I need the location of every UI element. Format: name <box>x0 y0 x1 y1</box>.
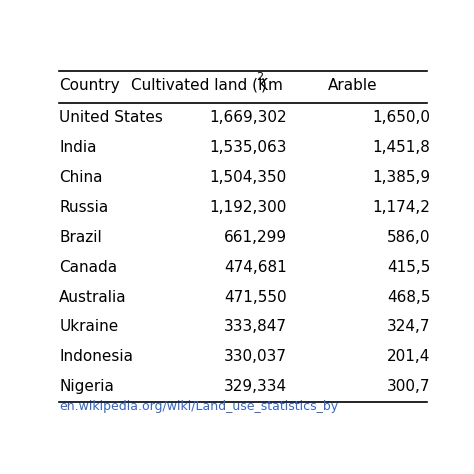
Text: Brazil: Brazil <box>59 230 102 245</box>
Text: Ukraine: Ukraine <box>59 319 118 335</box>
Text: Indonesia: Indonesia <box>59 349 133 365</box>
Text: 1,451,8: 1,451,8 <box>373 140 430 155</box>
Text: 329,334: 329,334 <box>224 379 287 394</box>
Text: 586,0: 586,0 <box>387 230 430 245</box>
Text: India: India <box>59 140 97 155</box>
Text: Nigeria: Nigeria <box>59 379 114 394</box>
Text: 1,192,300: 1,192,300 <box>210 200 287 215</box>
Text: 1,669,302: 1,669,302 <box>210 110 287 125</box>
Text: 471,550: 471,550 <box>224 290 287 304</box>
Text: en.wikipedia.org/wiki/Land_use_statistics_by: en.wikipedia.org/wiki/Land_use_statistic… <box>59 400 338 413</box>
Text: Arable: Arable <box>328 78 377 93</box>
Text: United States: United States <box>59 110 163 125</box>
Text: 1,504,350: 1,504,350 <box>210 170 287 185</box>
Text: 415,5: 415,5 <box>387 260 430 274</box>
Text: 1,385,9: 1,385,9 <box>372 170 430 185</box>
Text: 330,037: 330,037 <box>224 349 287 365</box>
Text: China: China <box>59 170 103 185</box>
Text: ): ) <box>261 78 267 93</box>
Text: Canada: Canada <box>59 260 118 274</box>
Text: 1,535,063: 1,535,063 <box>210 140 287 155</box>
Text: 661,299: 661,299 <box>224 230 287 245</box>
Text: 1,174,2: 1,174,2 <box>373 200 430 215</box>
Text: 1,650,0: 1,650,0 <box>372 110 430 125</box>
Text: Russia: Russia <box>59 200 109 215</box>
Text: Cultivated land (Km: Cultivated land (Km <box>131 78 283 93</box>
Text: 474,681: 474,681 <box>224 260 287 274</box>
Text: 324,7: 324,7 <box>387 319 430 335</box>
Text: 201,4: 201,4 <box>387 349 430 365</box>
Text: 300,7: 300,7 <box>387 379 430 394</box>
Text: 333,847: 333,847 <box>224 319 287 335</box>
Text: 468,5: 468,5 <box>387 290 430 304</box>
Text: Country: Country <box>59 78 120 93</box>
Text: 2: 2 <box>256 73 263 82</box>
Text: Australia: Australia <box>59 290 127 304</box>
